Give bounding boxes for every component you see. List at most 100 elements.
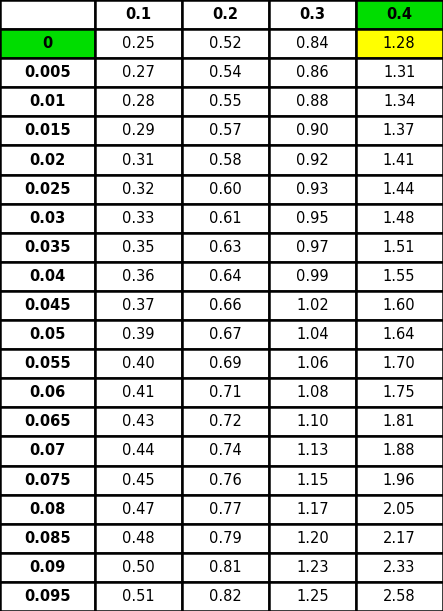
Text: 0.52: 0.52 bbox=[209, 36, 242, 51]
Text: 1.51: 1.51 bbox=[383, 240, 416, 255]
Bar bbox=[95, 233, 182, 262]
Bar bbox=[95, 320, 182, 349]
Text: 0.64: 0.64 bbox=[209, 269, 242, 284]
Bar bbox=[182, 408, 269, 436]
Text: 0.025: 0.025 bbox=[24, 181, 71, 197]
Bar bbox=[0, 87, 95, 116]
Text: 1.88: 1.88 bbox=[383, 444, 416, 458]
Text: 0.06: 0.06 bbox=[30, 386, 66, 400]
Text: 0.97: 0.97 bbox=[296, 240, 329, 255]
Bar bbox=[182, 29, 269, 58]
Text: 0.63: 0.63 bbox=[209, 240, 242, 255]
Text: 0.66: 0.66 bbox=[209, 298, 242, 313]
Text: 0.045: 0.045 bbox=[24, 298, 71, 313]
Bar bbox=[269, 349, 356, 378]
Bar bbox=[269, 29, 356, 58]
Bar bbox=[269, 378, 356, 408]
Text: 0.95: 0.95 bbox=[296, 211, 329, 225]
Text: 0.58: 0.58 bbox=[209, 153, 242, 167]
Text: 2.17: 2.17 bbox=[383, 531, 416, 546]
Text: 0.005: 0.005 bbox=[24, 65, 71, 80]
Text: 1.15: 1.15 bbox=[296, 472, 329, 488]
Text: 0.43: 0.43 bbox=[122, 414, 155, 430]
Bar bbox=[269, 553, 356, 582]
Text: 0.035: 0.035 bbox=[24, 240, 71, 255]
Text: 0.36: 0.36 bbox=[122, 269, 155, 284]
Bar bbox=[182, 291, 269, 320]
Bar bbox=[269, 262, 356, 291]
Bar bbox=[356, 466, 443, 495]
Text: 1.02: 1.02 bbox=[296, 298, 329, 313]
Text: 0.47: 0.47 bbox=[122, 502, 155, 517]
Bar bbox=[0, 233, 95, 262]
Bar bbox=[0, 582, 95, 611]
Bar bbox=[182, 233, 269, 262]
Bar bbox=[95, 408, 182, 436]
Bar bbox=[269, 203, 356, 233]
Text: 1.96: 1.96 bbox=[383, 472, 416, 488]
Text: 0.09: 0.09 bbox=[30, 560, 66, 575]
Bar bbox=[356, 408, 443, 436]
Text: 1.60: 1.60 bbox=[383, 298, 416, 313]
Bar bbox=[269, 495, 356, 524]
Bar bbox=[182, 175, 269, 203]
Bar bbox=[356, 116, 443, 145]
Text: 0.095: 0.095 bbox=[24, 589, 71, 604]
Bar bbox=[95, 378, 182, 408]
Bar bbox=[182, 436, 269, 466]
Text: 0.03: 0.03 bbox=[30, 211, 66, 225]
Bar bbox=[356, 378, 443, 408]
Bar bbox=[269, 58, 356, 87]
Bar bbox=[182, 466, 269, 495]
Text: 0.29: 0.29 bbox=[122, 123, 155, 139]
Text: 1.31: 1.31 bbox=[383, 65, 416, 80]
Bar bbox=[0, 524, 95, 553]
Bar bbox=[269, 145, 356, 175]
Bar bbox=[95, 349, 182, 378]
Text: 0.88: 0.88 bbox=[296, 94, 329, 109]
Bar bbox=[356, 0, 443, 29]
Bar bbox=[95, 29, 182, 58]
Text: 0.01: 0.01 bbox=[29, 94, 66, 109]
Text: 1.44: 1.44 bbox=[383, 181, 416, 197]
Bar bbox=[0, 0, 95, 29]
Bar bbox=[95, 0, 182, 29]
Text: 1.70: 1.70 bbox=[383, 356, 416, 371]
Bar bbox=[182, 58, 269, 87]
Bar bbox=[182, 116, 269, 145]
Bar bbox=[182, 203, 269, 233]
Text: 0.57: 0.57 bbox=[209, 123, 242, 139]
Text: 0.37: 0.37 bbox=[122, 298, 155, 313]
Bar bbox=[0, 378, 95, 408]
Text: 0.71: 0.71 bbox=[209, 386, 242, 400]
Text: 1.23: 1.23 bbox=[296, 560, 329, 575]
Text: 0.60: 0.60 bbox=[209, 181, 242, 197]
Text: 1.48: 1.48 bbox=[383, 211, 416, 225]
Bar bbox=[269, 582, 356, 611]
Bar bbox=[95, 58, 182, 87]
Bar bbox=[356, 553, 443, 582]
Text: 0.90: 0.90 bbox=[296, 123, 329, 139]
Text: 1.20: 1.20 bbox=[296, 531, 329, 546]
Bar bbox=[0, 145, 95, 175]
Bar bbox=[95, 116, 182, 145]
Text: 1.10: 1.10 bbox=[296, 414, 329, 430]
Text: 0.92: 0.92 bbox=[296, 153, 329, 167]
Text: 0.25: 0.25 bbox=[122, 36, 155, 51]
Bar bbox=[182, 320, 269, 349]
Text: 0: 0 bbox=[43, 36, 53, 51]
Bar bbox=[0, 408, 95, 436]
Text: 0.39: 0.39 bbox=[122, 327, 155, 342]
Bar bbox=[182, 145, 269, 175]
Text: 0.35: 0.35 bbox=[122, 240, 155, 255]
Bar bbox=[269, 87, 356, 116]
Bar bbox=[95, 495, 182, 524]
Text: 0.82: 0.82 bbox=[209, 589, 242, 604]
Text: 0.07: 0.07 bbox=[30, 444, 66, 458]
Text: 1.41: 1.41 bbox=[383, 153, 416, 167]
Bar bbox=[269, 291, 356, 320]
Bar bbox=[0, 58, 95, 87]
Bar bbox=[95, 291, 182, 320]
Text: 0.40: 0.40 bbox=[122, 356, 155, 371]
Bar bbox=[269, 436, 356, 466]
